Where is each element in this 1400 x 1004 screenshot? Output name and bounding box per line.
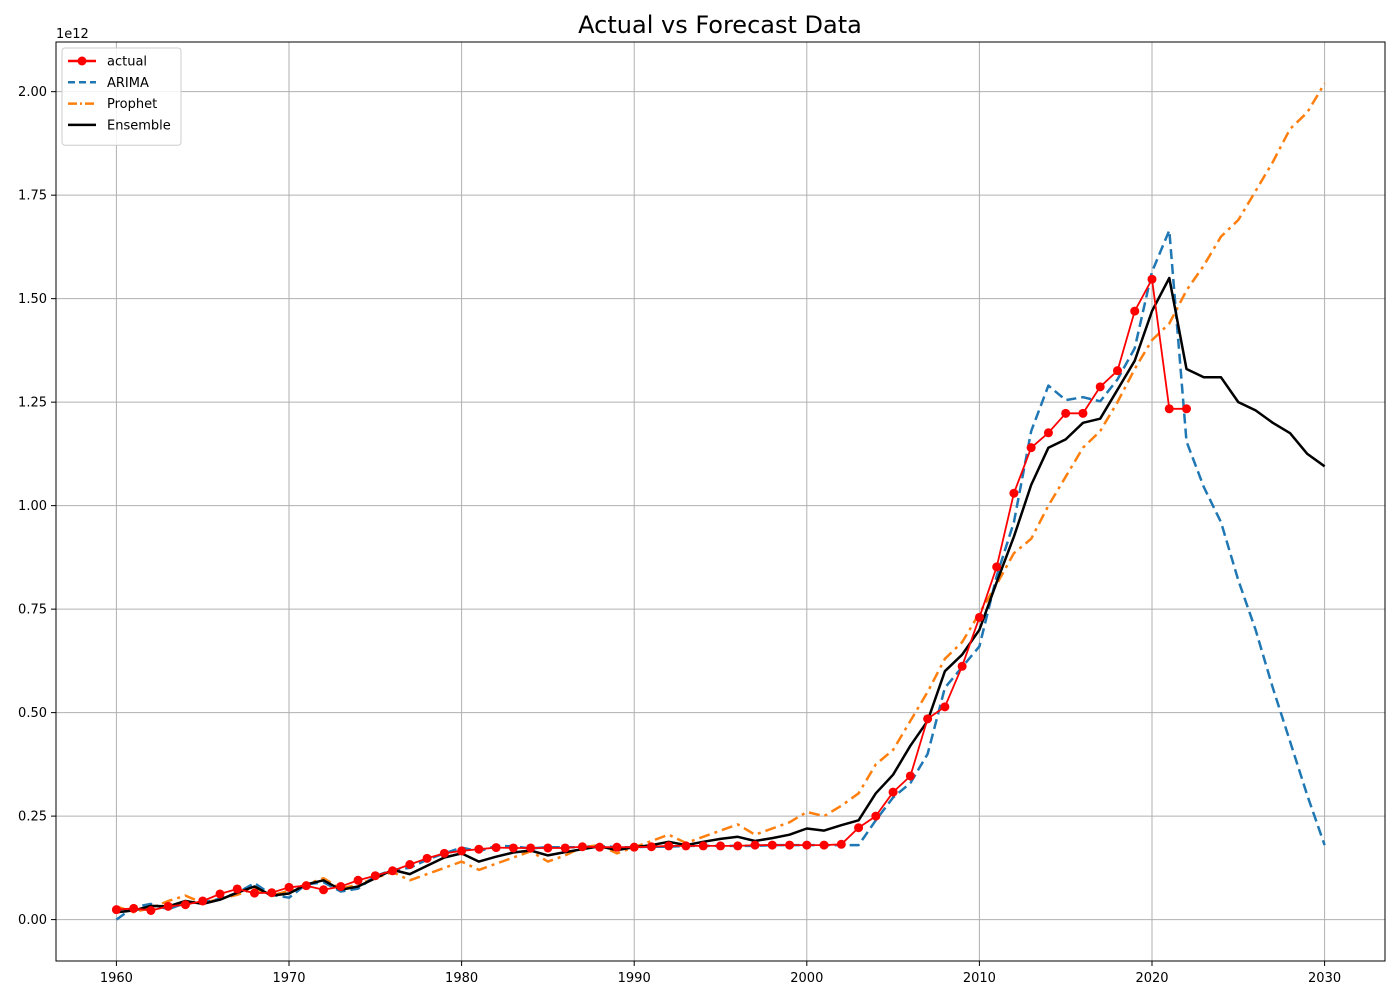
data-point-actual — [474, 844, 484, 854]
data-point-actual — [1061, 408, 1071, 418]
y-tick-label: 0.75 — [18, 603, 47, 618]
y-tick-label: 0.50 — [18, 706, 47, 721]
data-point-actual — [508, 843, 518, 853]
data-point-actual — [422, 853, 432, 863]
x-tick-label: 1970 — [272, 971, 305, 986]
data-point-actual — [353, 875, 363, 885]
data-point-actual — [871, 811, 881, 821]
data-point-actual — [439, 848, 449, 858]
data-point-actual — [992, 562, 1002, 572]
series-line-ensemble — [116, 276, 1326, 914]
axis-ticks: 1960 1970 1980 1990 2000 2010 2020 2030 0.00 0.25… — [18, 85, 1341, 986]
data-point-actual — [388, 866, 398, 876]
chart-title: Actual vs Forecast Data — [578, 11, 862, 39]
series-ensemble — [116, 276, 1326, 914]
data-point-actual — [1182, 404, 1192, 414]
axes-frame — [55, 41, 1386, 962]
data-point-actual — [543, 843, 553, 853]
data-point-actual — [215, 889, 225, 899]
legend-marker-actual — [77, 56, 87, 66]
data-point-actual — [888, 787, 898, 797]
grid-lines — [56, 42, 1385, 961]
data-point-actual — [1164, 404, 1174, 414]
data-point-actual — [146, 905, 156, 915]
data-point-actual — [405, 860, 415, 870]
data-point-actual — [267, 888, 277, 898]
data-point-actual — [1112, 366, 1122, 376]
data-point-actual — [802, 840, 812, 850]
y-axis-offset-label: 1e12 — [56, 27, 89, 42]
data-point-actual — [301, 881, 311, 891]
data-point-actual — [940, 702, 950, 712]
series-actual — [111, 274, 1192, 915]
data-point-actual — [370, 871, 380, 881]
data-point-actual — [1009, 488, 1019, 498]
x-tick-label: 2030 — [1308, 971, 1341, 986]
data-point-actual — [1043, 428, 1053, 438]
data-point-actual — [1147, 274, 1157, 284]
legend-label-ensemble: Ensemble — [107, 118, 171, 133]
x-tick-label: 1980 — [445, 971, 478, 986]
data-point-actual — [180, 900, 190, 910]
data-point-actual — [1130, 306, 1140, 316]
data-point-actual — [163, 901, 173, 911]
data-point-actual — [249, 888, 259, 898]
data-point-actual — [750, 840, 760, 850]
y-tick-label: 1.75 — [18, 189, 47, 204]
data-point-actual — [646, 842, 656, 852]
x-tick-label: 2020 — [1135, 971, 1168, 986]
legend-label-prophet: Prophet — [107, 97, 157, 112]
data-point-actual — [560, 843, 570, 853]
data-point-actual — [698, 841, 708, 851]
legend-label-arima: ARIMA — [107, 76, 149, 91]
legend-box — [61, 47, 182, 146]
data-point-actual — [319, 885, 329, 895]
y-tick-label: 1.25 — [18, 396, 47, 411]
y-tick-label: 0.25 — [18, 810, 47, 825]
data-point-actual — [905, 771, 915, 781]
y-tick-label: 1.00 — [18, 499, 47, 514]
data-point-actual — [854, 823, 864, 833]
data-point-actual — [491, 843, 501, 853]
data-point-actual — [923, 714, 933, 724]
y-tick-label: 0.00 — [18, 913, 47, 928]
data-point-actual — [1078, 408, 1088, 418]
data-point-actual — [733, 841, 743, 851]
data-point-actual — [577, 842, 587, 852]
data-point-actual — [595, 842, 605, 852]
data-point-actual — [457, 846, 467, 856]
legend: actual ARIMA Prophet Ensemble — [61, 47, 182, 146]
data-point-actual — [819, 840, 829, 850]
data-point-actual — [716, 841, 725, 851]
y-tick-label: 1.50 — [18, 292, 47, 307]
data-point-actual — [974, 612, 984, 622]
y-tick-label: 2.00 — [18, 85, 47, 100]
x-tick-label: 1990 — [618, 971, 651, 986]
data-point-actual — [785, 840, 795, 850]
data-point-actual — [198, 896, 208, 906]
x-tick-label: 1960 — [100, 971, 133, 986]
data-point-actual — [957, 661, 967, 671]
data-point-actual — [111, 905, 121, 915]
plot-series — [111, 82, 1326, 921]
data-point-actual — [284, 882, 294, 892]
data-point-actual — [664, 841, 674, 851]
data-point-actual — [767, 840, 777, 850]
data-point-actual — [681, 841, 691, 851]
data-point-actual — [336, 881, 346, 891]
data-point-actual — [232, 884, 242, 894]
x-tick-label: 2000 — [790, 971, 823, 986]
data-point-actual — [612, 842, 622, 852]
data-point-actual — [836, 839, 846, 849]
data-point-actual — [526, 843, 536, 853]
data-point-actual — [129, 903, 139, 913]
x-tick-label: 2010 — [963, 971, 996, 986]
data-point-actual — [1026, 443, 1036, 453]
legend-label-actual: actual — [107, 55, 147, 70]
data-point-actual — [629, 842, 639, 852]
data-point-actual — [1095, 382, 1105, 392]
